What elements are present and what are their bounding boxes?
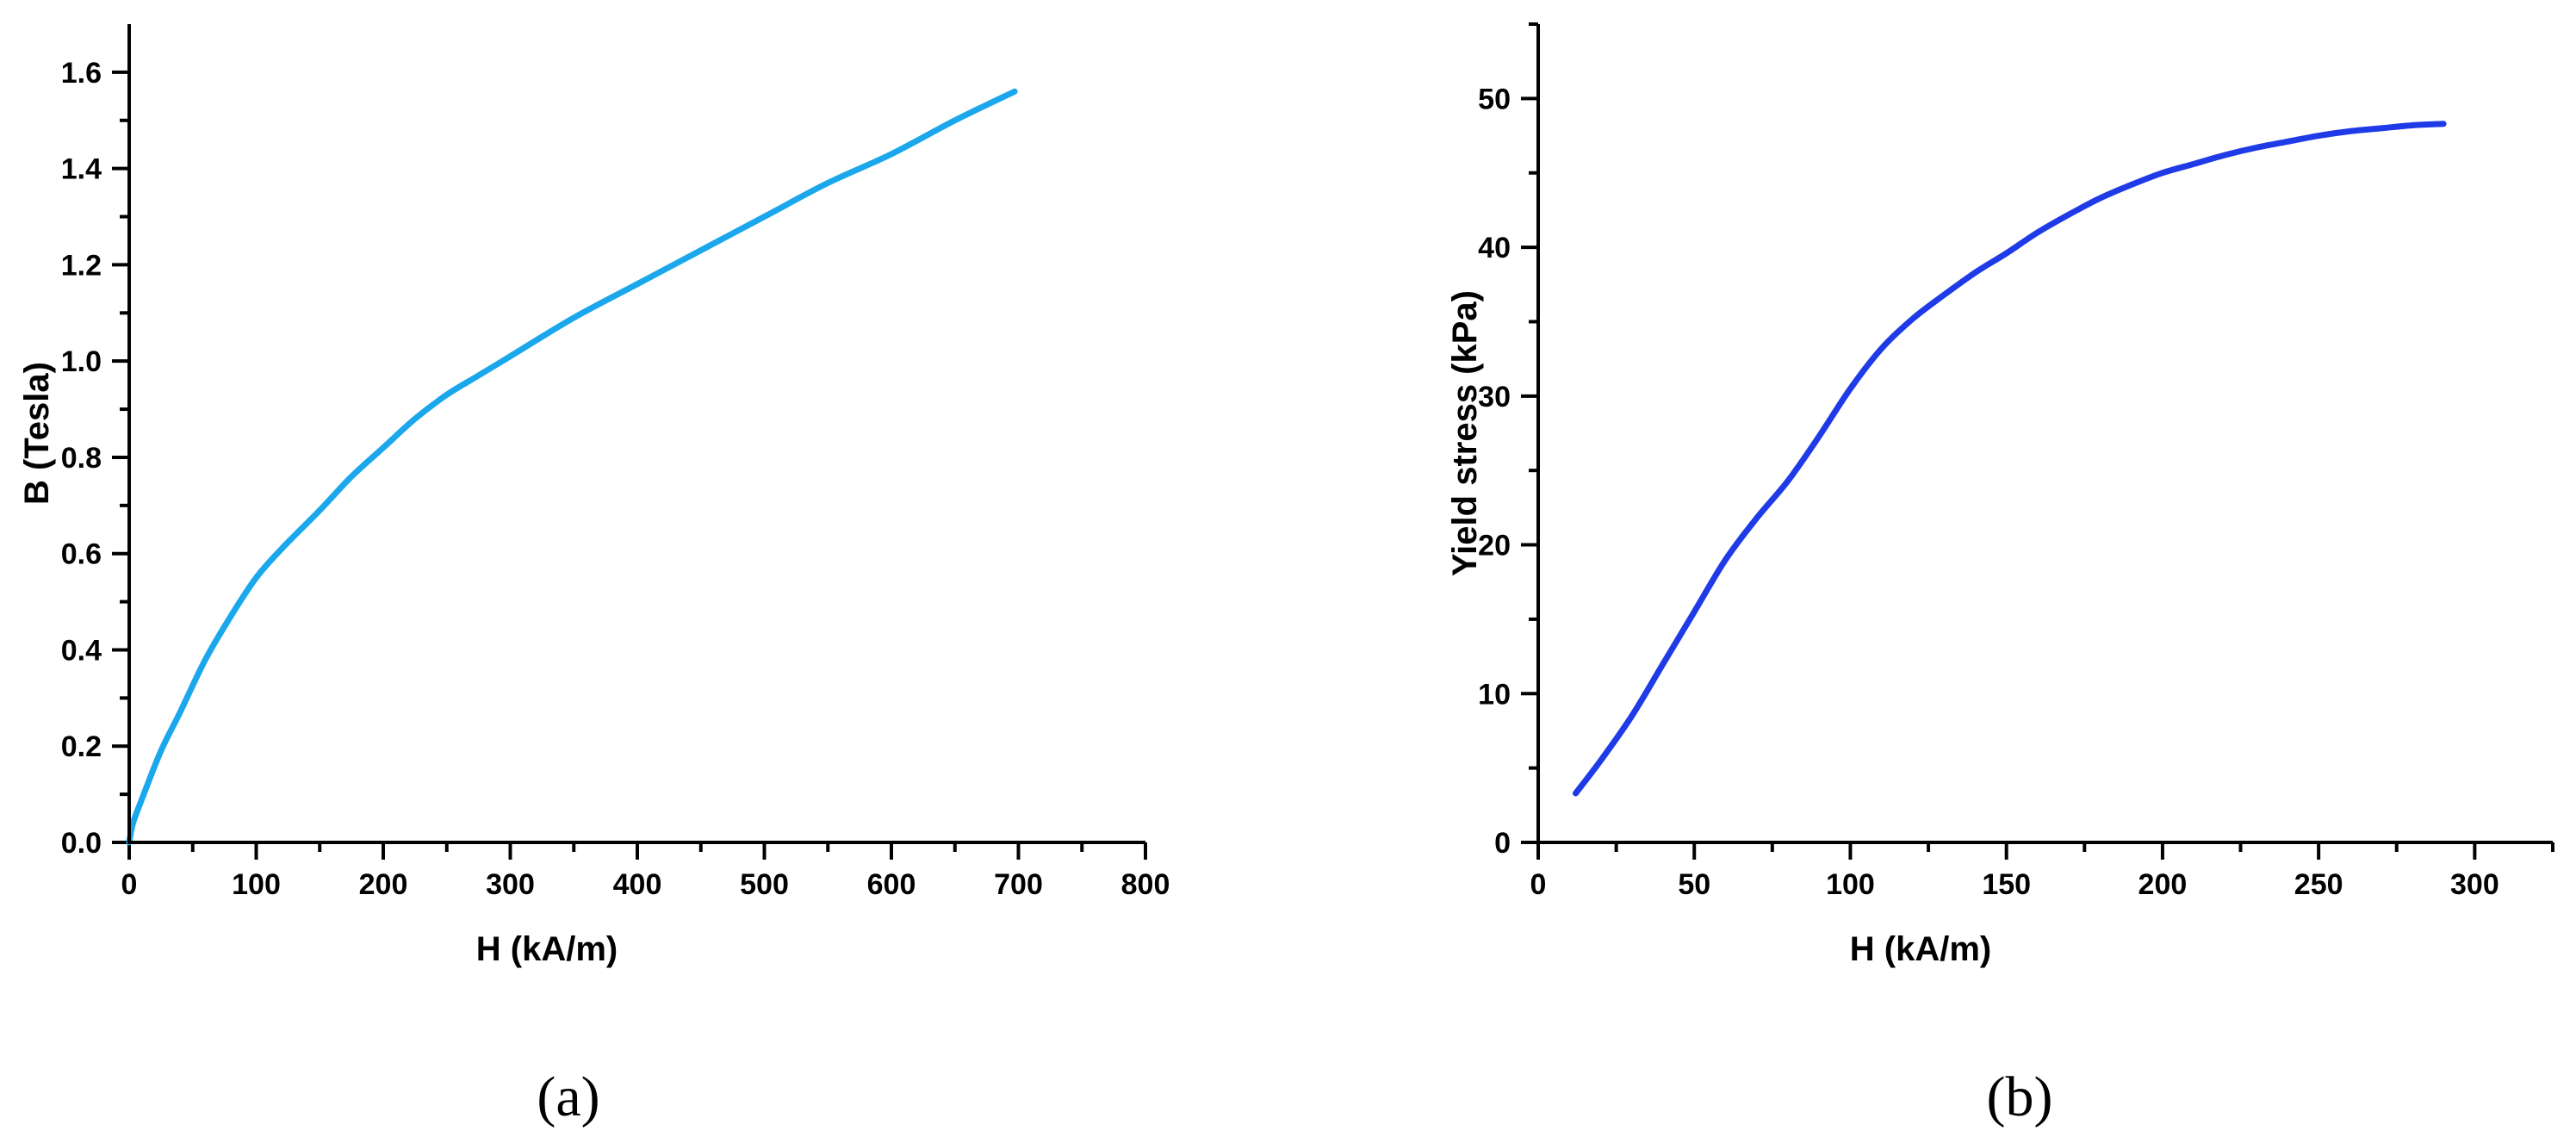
b-y-tick-label: 0 — [1494, 827, 1511, 860]
b-y-tick-label: 10 — [1478, 678, 1511, 711]
chart-a: 0 100 200 300 400 500 600 700 800 0.0 0.2 0.4 0.6 0.8… — [18, 24, 1170, 1128]
a-x-tick-label: 800 — [1121, 868, 1170, 901]
b-y-tick-label: 20 — [1478, 530, 1511, 562]
b-x-tick-label: 100 — [1826, 868, 1875, 901]
chart-a-axes — [127, 24, 1145, 844]
a-y-tick-label: 0.8 — [61, 442, 102, 475]
b-x-tick-label: 300 — [2450, 868, 2499, 901]
chart-a-ticks: 0 100 200 300 400 500 600 700 800 0.0 0.2 0.4 0.6 0.8… — [61, 57, 1170, 901]
b-x-tick-label: 250 — [2294, 868, 2343, 901]
a-y-tick-label: 1.2 — [61, 249, 102, 282]
a-x-tick-label: 0 — [121, 868, 138, 901]
chart-b-axes — [1536, 24, 2553, 844]
b-x-tick-label: 150 — [1982, 868, 2031, 901]
a-x-tick-label: 700 — [994, 868, 1043, 901]
chart-b-x-axis-label: H (kA/m) — [1850, 930, 1991, 968]
chart-a-y-axis-label: B (Tesla) — [18, 362, 56, 505]
a-y-tick-label: 0.2 — [61, 730, 102, 763]
a-x-tick-label: 300 — [486, 868, 535, 901]
b-y-tick-label: 50 — [1478, 83, 1511, 115]
chart-b-ticks: 0 50 100 150 200 250 300 0 10 20 30 40 50 — [1478, 22, 2554, 901]
chart-b-y-axis-label: Yield stress (kPa) — [1446, 290, 1484, 576]
a-x-tick-label: 100 — [232, 868, 281, 901]
chart-b: 0 50 100 150 200 250 300 0 10 20 30 40 50 H (kA/m) Y… — [1446, 22, 2554, 1128]
a-y-tick-label: 0.0 — [61, 827, 102, 860]
chart-a-series-line — [126, 88, 1018, 846]
b-x-tick-label: 50 — [1678, 868, 1710, 901]
chart-a-x-axis-label: H (kA/m) — [476, 930, 618, 968]
b-y-tick-label: 30 — [1478, 381, 1511, 413]
b-x-tick-label: 200 — [2138, 868, 2188, 901]
a-y-tick-label: 1.0 — [61, 345, 102, 378]
chart-a-panel-label: (a) — [537, 1066, 599, 1128]
b-y-tick-label: 40 — [1478, 232, 1511, 264]
b-x-tick-label: 0 — [1530, 868, 1547, 901]
chart-b-series-line — [1573, 121, 2447, 797]
a-y-tick-label: 1.6 — [61, 57, 102, 90]
a-x-tick-label: 600 — [867, 868, 916, 901]
chart-b-panel-label: (b) — [1987, 1066, 2053, 1128]
a-x-tick-label: 500 — [740, 868, 789, 901]
a-y-tick-label: 1.4 — [61, 153, 102, 186]
a-y-tick-label: 0.4 — [61, 634, 102, 667]
a-x-tick-label: 200 — [359, 868, 408, 901]
a-x-tick-label: 400 — [613, 868, 662, 901]
a-y-tick-label: 0.6 — [61, 538, 102, 571]
